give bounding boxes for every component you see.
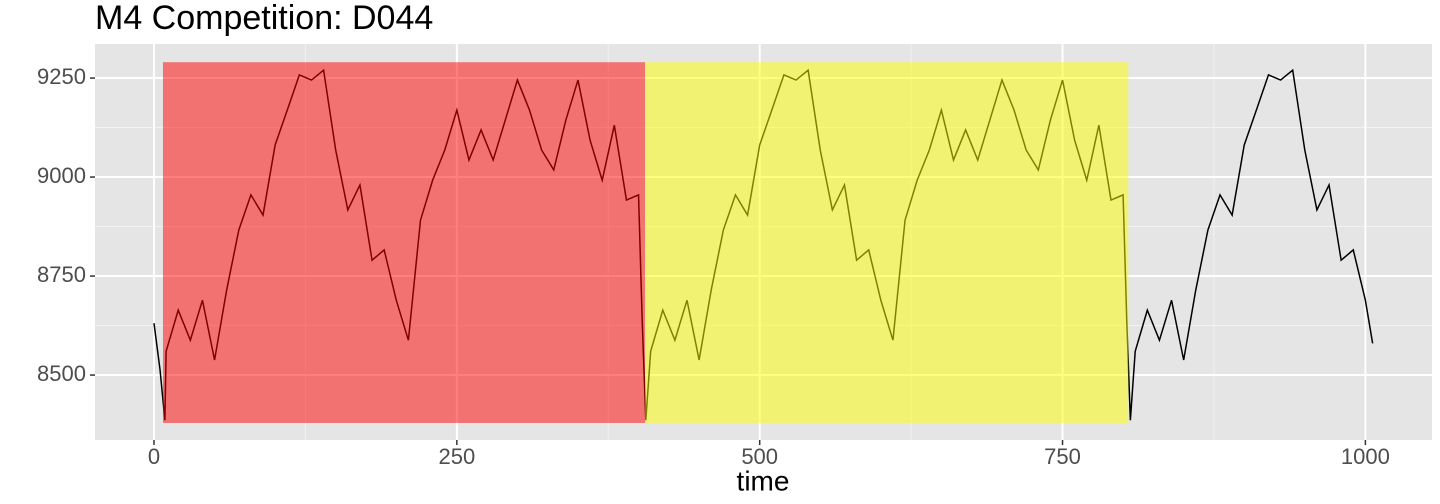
- forecast-region: [645, 62, 1129, 423]
- y-tick-label: 9000: [37, 163, 86, 188]
- y-tick-label: 8500: [37, 361, 86, 386]
- x-tick-label: 1000: [1341, 444, 1390, 469]
- forecast-region: [162, 62, 646, 423]
- x-axis-label: time: [737, 465, 790, 496]
- x-tick-label: 250: [438, 444, 475, 469]
- chart-title: M4 Competition: D044: [95, 0, 433, 37]
- x-tick-label: 750: [1044, 444, 1081, 469]
- x-tick-label: 500: [741, 444, 778, 469]
- x-tick-label: 0: [148, 444, 160, 469]
- y-tick-label: 8750: [37, 262, 86, 287]
- y-tick-label: 9250: [37, 64, 86, 89]
